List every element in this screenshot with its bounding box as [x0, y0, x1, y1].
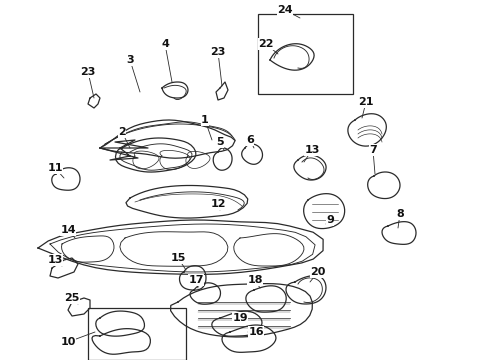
- Text: 15: 15: [171, 253, 186, 263]
- Text: 3: 3: [126, 55, 134, 65]
- Text: 13: 13: [304, 145, 319, 155]
- Text: 2: 2: [118, 127, 126, 137]
- Text: 14: 14: [60, 225, 76, 235]
- Text: 25: 25: [64, 293, 80, 303]
- Text: 8: 8: [396, 209, 404, 219]
- Text: 11: 11: [47, 163, 63, 173]
- Bar: [258, 14, 353, 94]
- Text: 23: 23: [80, 67, 96, 77]
- Text: 19: 19: [232, 313, 248, 323]
- Text: 23: 23: [210, 47, 226, 57]
- Text: 4: 4: [161, 39, 169, 49]
- Text: 9: 9: [326, 215, 334, 225]
- Text: 22: 22: [258, 39, 274, 49]
- Text: 7: 7: [369, 145, 377, 155]
- Text: 10: 10: [60, 337, 75, 347]
- Text: 20: 20: [310, 267, 326, 277]
- Text: 16: 16: [248, 327, 264, 337]
- Text: 21: 21: [358, 97, 374, 107]
- Text: 1: 1: [201, 115, 209, 125]
- Text: 17: 17: [188, 275, 204, 285]
- Text: 5: 5: [216, 137, 224, 147]
- Text: 12: 12: [210, 199, 226, 209]
- Text: 13: 13: [48, 255, 63, 265]
- Text: 24: 24: [277, 5, 293, 15]
- Text: 6: 6: [246, 135, 254, 145]
- Text: 18: 18: [247, 275, 263, 285]
- Bar: [88, 308, 186, 360]
